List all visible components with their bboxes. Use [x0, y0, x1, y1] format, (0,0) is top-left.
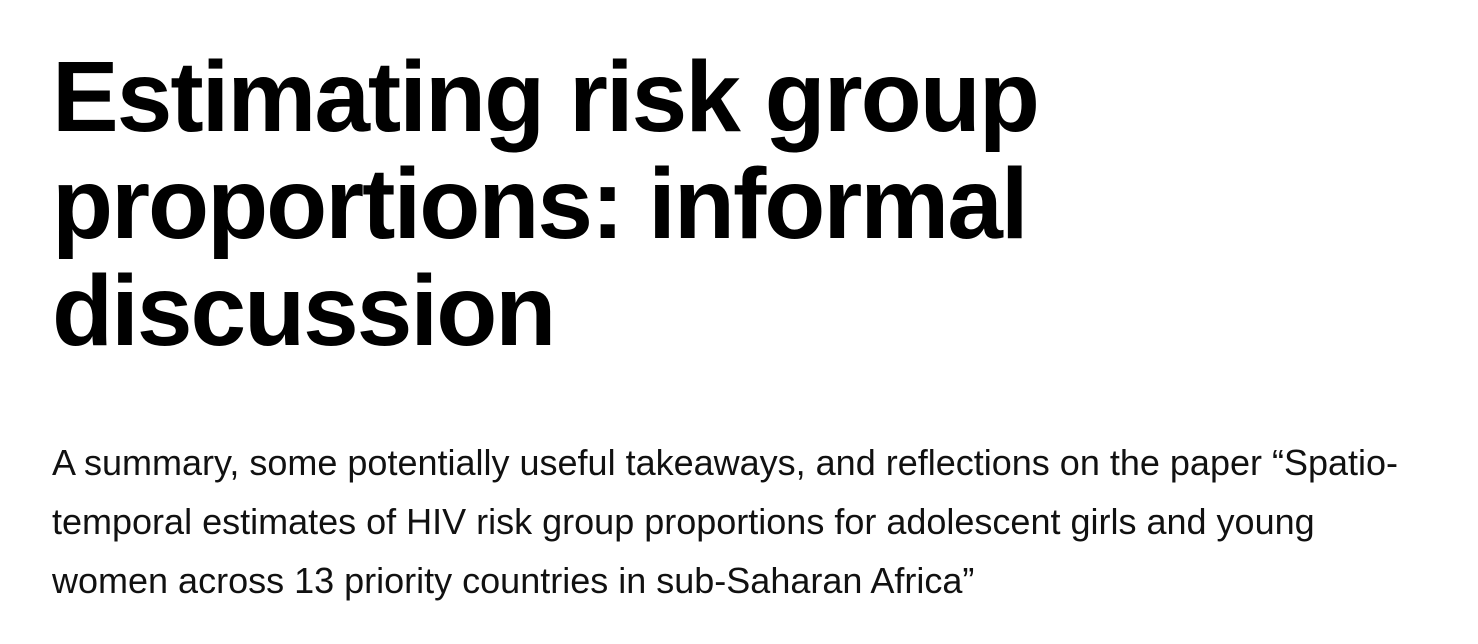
page-subtitle: A summary, some potentially useful takea… — [52, 442, 1399, 601]
page-title: Estimating risk group proportions: infor… — [52, 41, 1040, 367]
